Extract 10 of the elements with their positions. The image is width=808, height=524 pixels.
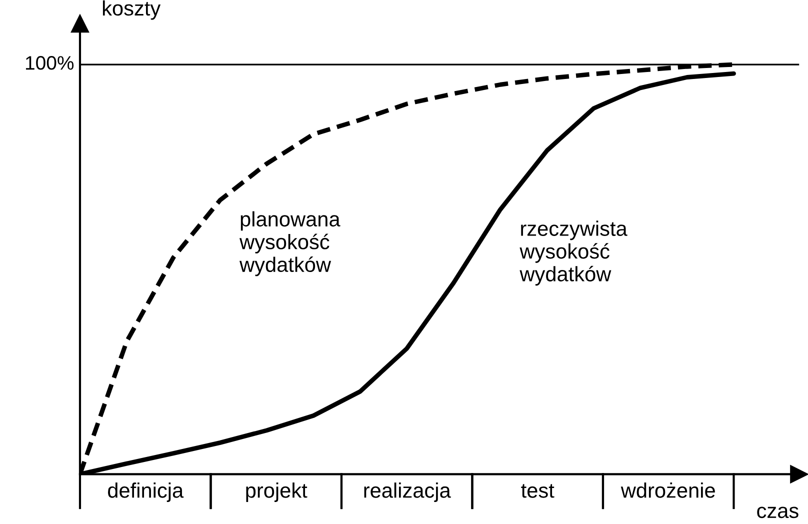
text: test [521,484,554,498]
text: definicja [108,482,184,502]
series-label: planowana wysokość wydatków [239,211,340,276]
ref-line-label: 100% [26,56,74,70]
text: realizacja [364,482,451,502]
series-label: rzeczywista wysokość wydatków [520,220,628,286]
text: projekt [246,482,308,502]
y-axis-title: koszty [102,0,161,20]
x-axis-title: czas [757,506,798,518]
text: wdrożenie [620,482,715,498]
